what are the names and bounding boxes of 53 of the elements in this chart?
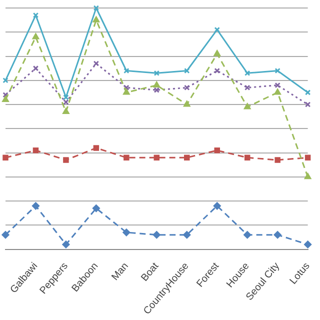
- point: [304, 154, 311, 160]
- point: [93, 60, 100, 66]
- point: [304, 240, 312, 248]
- point: [2, 96, 9, 102]
- point: [213, 202, 221, 210]
- x-tick-label: Man: [110, 260, 131, 283]
- point: [32, 12, 39, 18]
- point: [63, 157, 69, 163]
- point: [92, 16, 100, 22]
- point: [244, 154, 250, 160]
- point: [214, 50, 220, 56]
- point: [244, 103, 251, 110]
- point: [122, 228, 130, 236]
- point: [154, 87, 160, 93]
- point: [274, 88, 281, 95]
- point: [32, 202, 40, 210]
- point: [2, 92, 8, 98]
- point: [32, 148, 39, 154]
- point: [274, 231, 282, 239]
- point: [2, 154, 8, 160]
- point: [93, 5, 100, 11]
- point: [304, 102, 311, 108]
- point: [154, 70, 160, 76]
- point: [123, 88, 130, 95]
- point: [124, 68, 130, 74]
- point: [304, 173, 312, 180]
- point: [2, 231, 10, 239]
- point: [32, 33, 40, 40]
- point: [274, 68, 280, 74]
- point: [152, 231, 160, 239]
- point: [244, 231, 252, 239]
- point: [244, 70, 250, 76]
- point: [93, 145, 100, 151]
- point: [63, 94, 69, 100]
- point: [153, 81, 160, 88]
- point: [62, 240, 70, 248]
- point: [62, 108, 70, 114]
- point: [214, 68, 220, 74]
- point: [124, 84, 130, 91]
- point: [184, 100, 190, 107]
- point: [154, 154, 160, 160]
- point: [184, 68, 190, 74]
- point: [124, 154, 130, 160]
- point: [92, 204, 100, 212]
- point: [32, 65, 39, 72]
- point: [184, 154, 190, 160]
- point: [63, 99, 69, 105]
- point: [274, 157, 280, 163]
- point: [244, 84, 250, 91]
- point: [183, 231, 191, 239]
- point: [214, 148, 220, 154]
- point: [184, 84, 190, 91]
- point: [274, 82, 280, 88]
